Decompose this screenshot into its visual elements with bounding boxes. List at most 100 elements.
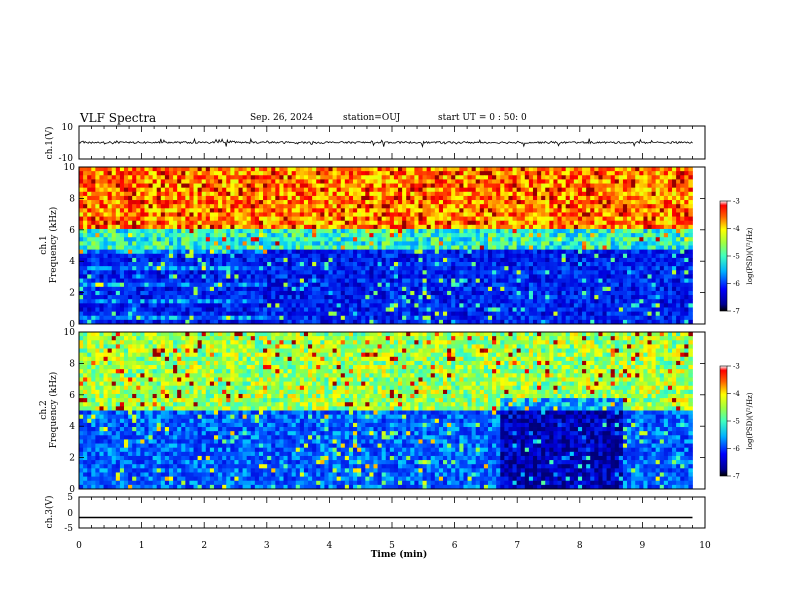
spectrogram-cell <box>398 183 403 189</box>
spectrogram-cell <box>344 249 350 255</box>
spectrogram-cell <box>598 179 603 184</box>
spectrogram-cell <box>684 237 689 242</box>
spectrogram-cell <box>340 282 346 288</box>
spectrogram-cell <box>271 286 276 292</box>
spectrogram-cell <box>393 224 399 230</box>
spectrogram-cell <box>271 171 276 176</box>
spectrogram-cell <box>148 179 154 184</box>
spectrogram-cell <box>181 249 186 255</box>
spectrogram-cell <box>393 266 399 271</box>
spectrogram-cell <box>123 249 129 255</box>
spectrogram-cell <box>496 200 501 205</box>
spectrogram-cell <box>230 216 235 222</box>
spectrogram-cell <box>140 282 145 288</box>
spectrogram-cell <box>107 183 113 189</box>
spectrogram-cell <box>471 204 477 209</box>
spectrogram-cell <box>496 175 501 180</box>
spectrogram-cell <box>328 270 333 275</box>
spectrogram-cell <box>381 208 387 213</box>
spectrogram-cell <box>643 278 648 284</box>
spectrogram-cell <box>271 208 276 213</box>
spectrogram-cell <box>438 220 444 226</box>
spectrogram-cell <box>373 286 378 292</box>
spectrogram-cell <box>205 266 211 271</box>
spectrogram-cell <box>504 270 509 275</box>
spectrogram-cell <box>639 286 644 292</box>
spectrogram-cell <box>168 200 174 205</box>
spectrogram-cell <box>254 237 260 242</box>
spectrogram-cell <box>492 262 497 267</box>
spectrogram-cell <box>618 290 624 296</box>
spectrogram-cell <box>426 237 432 242</box>
spectrogram-cell <box>516 200 522 205</box>
spectrogram-cell <box>537 212 542 217</box>
spectrogram-cell <box>156 191 162 197</box>
spectrogram-cell <box>197 262 203 267</box>
spectrogram-cell <box>532 179 538 184</box>
spectrogram-cell <box>160 224 166 230</box>
spectrogram-cell <box>328 282 333 288</box>
spectrogram-cell <box>344 191 350 197</box>
spectrogram-cell <box>487 216 493 222</box>
spectrogram-cell <box>680 274 685 279</box>
spectrogram-cell <box>332 245 338 251</box>
spectrogram-cell <box>242 245 248 251</box>
spectrogram-cell <box>144 204 149 209</box>
spectrogram-cell <box>164 220 170 226</box>
spectrogram-cell <box>639 208 644 213</box>
spectrogram-cell <box>291 233 297 238</box>
spectrogram-cell <box>111 195 117 201</box>
spectrogram-cell <box>582 216 587 222</box>
spectrogram-cell <box>557 187 562 193</box>
spectrogram-cell <box>410 216 415 222</box>
spectrogram-cell <box>344 228 350 234</box>
spectrogram-cell <box>258 216 264 222</box>
spectrogram-cell <box>361 175 366 180</box>
spectrogram-cell <box>430 204 436 209</box>
spectrogram-cell <box>659 179 665 184</box>
spectrogram-cell <box>569 191 575 197</box>
spectrogram-cell <box>156 228 162 234</box>
spectrogram-cell <box>606 295 612 300</box>
spectrogram-cell <box>148 286 154 292</box>
spectrogram-cell <box>447 286 452 292</box>
spectrogram-cell <box>418 216 423 222</box>
spectrogram-cell <box>222 237 227 242</box>
spectrogram-cell <box>287 212 293 217</box>
spectrogram-cell <box>639 295 644 300</box>
spectrogram-cell <box>614 220 620 226</box>
spectrogram-cell <box>295 187 301 193</box>
spectrogram-cell <box>512 253 518 259</box>
spectrogram-cell <box>410 278 415 284</box>
spectrogram-cell <box>393 282 399 288</box>
spectrogram-cell <box>308 200 313 205</box>
spectrogram-cell <box>87 195 92 201</box>
spectrogram-cell <box>303 200 309 205</box>
spectrogram-cell <box>132 290 137 296</box>
spectrogram-cell <box>569 282 575 288</box>
spectrogram-cell <box>606 204 612 209</box>
spectrogram-cell <box>177 187 182 193</box>
spectrogram-cell <box>627 253 632 259</box>
spectrogram-cell <box>606 262 612 267</box>
spectrogram-cell <box>467 171 473 176</box>
spectrogram-cell <box>500 195 505 201</box>
spectrogram-cell <box>512 245 518 251</box>
spectrogram-cell <box>328 253 333 259</box>
spectrogram-cell <box>684 179 689 184</box>
spectrogram-cell <box>553 249 558 255</box>
spectrogram-cell <box>569 278 575 284</box>
spectrogram-cell <box>398 175 403 180</box>
spectrogram-cell <box>303 282 309 288</box>
spectrogram-cell <box>655 191 661 197</box>
spectrogram-cell <box>467 233 473 238</box>
spectrogram-cell <box>598 200 603 205</box>
spectrogram-cell <box>279 204 284 209</box>
spectrogram-cell <box>667 257 673 263</box>
spectrogram-cell <box>279 195 284 201</box>
spectrogram-cell <box>144 195 149 201</box>
spectrogram-cell <box>238 286 243 292</box>
spectrogram-cell <box>438 245 444 251</box>
spectrogram-cell <box>185 208 190 213</box>
spectrogram-cell <box>197 179 203 184</box>
